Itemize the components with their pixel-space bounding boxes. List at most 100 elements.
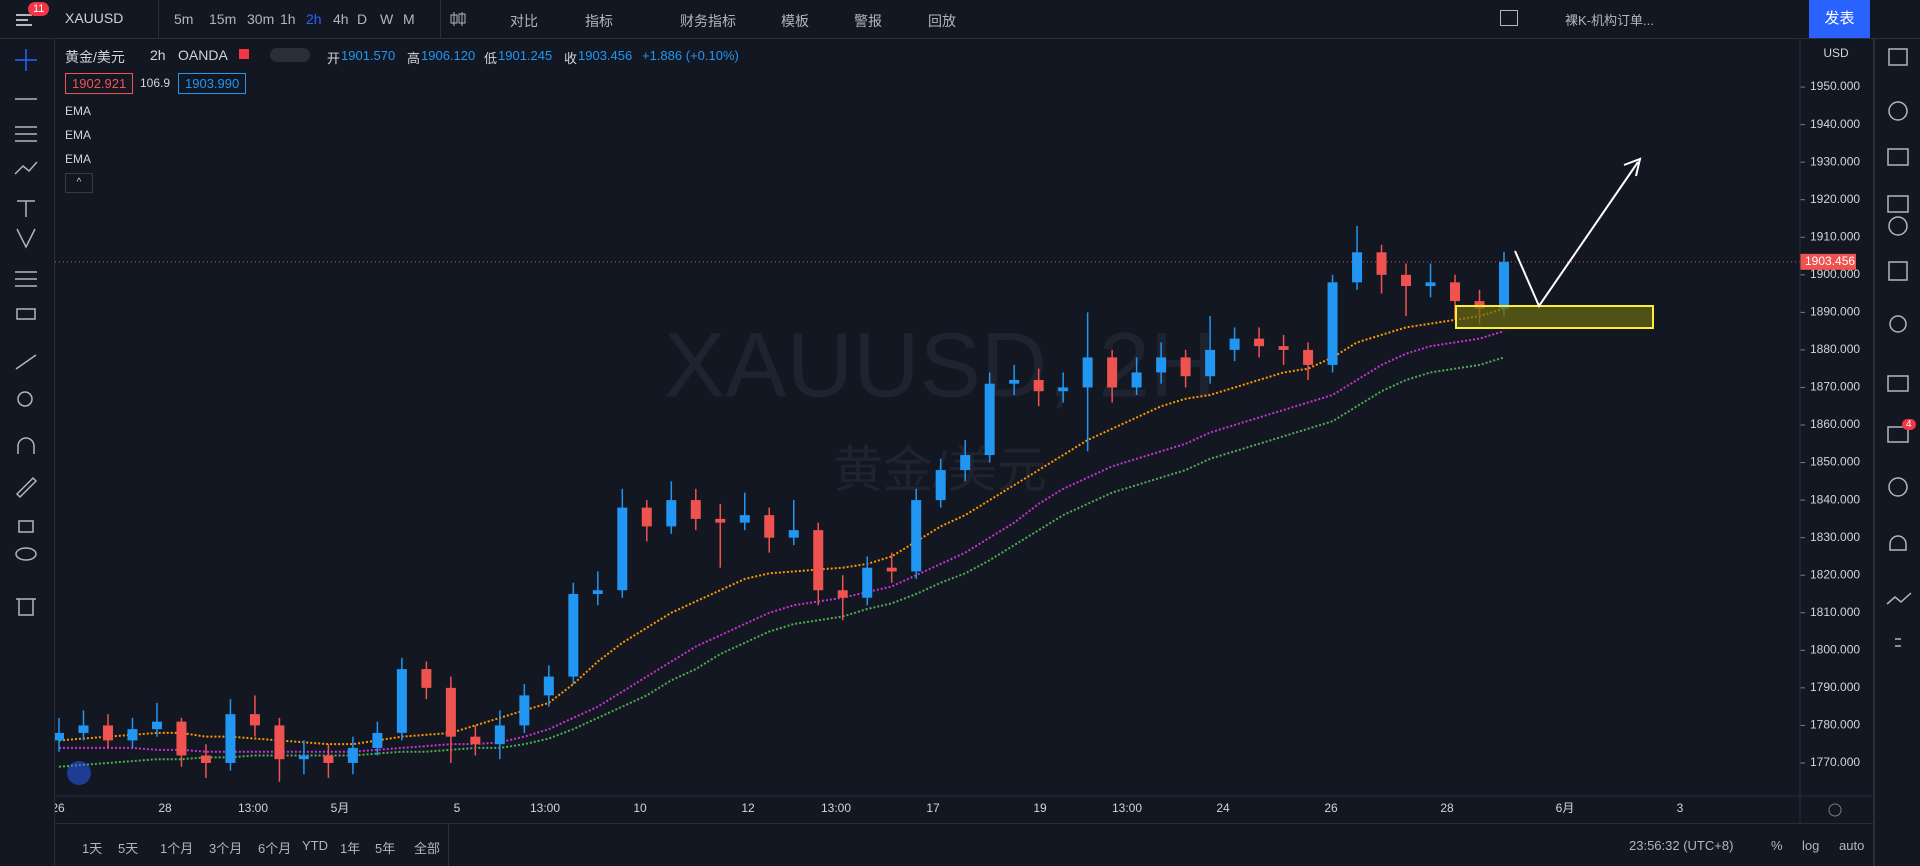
pattern-tool[interactable] (14, 161, 38, 175)
layout-name[interactable]: 裸K-机构订单... (1565, 13, 1654, 28)
x-tick-label: 5 (454, 801, 461, 815)
x-tick-label: 24 (1216, 801, 1230, 815)
symbol[interactable]: XAUUSD (65, 10, 124, 26)
projection-tool[interactable] (16, 228, 36, 249)
candle-body (225, 714, 236, 763)
toolbar-button[interactable]: 对比 (510, 13, 538, 29)
zoom-tool[interactable] (17, 391, 33, 407)
x-tick-label: 10 (633, 801, 647, 815)
menu-icon[interactable] (14, 10, 36, 30)
interval-button[interactable]: 4h (333, 11, 349, 27)
interval-button[interactable]: 1h (280, 11, 296, 27)
x-tick-label: 13:00 (821, 801, 851, 815)
news-icon[interactable] (1887, 148, 1909, 166)
interval-button[interactable]: 2h (306, 11, 322, 27)
toolbar-button[interactable]: 回放 (928, 13, 956, 29)
logo[interactable] (67, 761, 91, 785)
candle-body (127, 729, 138, 741)
separator (440, 0, 441, 38)
range-button[interactable]: YTD (302, 838, 328, 853)
toolbar-button[interactable]: 警报 (854, 13, 882, 29)
flag-icon[interactable] (239, 49, 249, 59)
magnet-tool[interactable] (17, 437, 35, 454)
scale-option[interactable]: log (1802, 838, 1820, 853)
trade-icon[interactable] (1886, 592, 1912, 605)
ideas-icon[interactable] (1889, 315, 1907, 333)
flag-tool[interactable] (16, 308, 36, 320)
range-button[interactable]: 6个月 (258, 841, 292, 856)
toolbar-button[interactable]: 财务指标 (680, 13, 736, 29)
interval-button[interactable]: D (357, 11, 368, 27)
text-tool[interactable] (17, 200, 35, 217)
messages-icon[interactable] (1887, 426, 1909, 443)
notification-icon[interactable] (1889, 535, 1907, 551)
candle-body (78, 725, 89, 733)
x-tick-label: 13:00 (1112, 801, 1142, 815)
hotlist-icon[interactable] (1888, 261, 1908, 281)
y-tick-label: 1890.000 (1810, 305, 1860, 319)
stream-icon[interactable] (1888, 477, 1908, 497)
interval-button[interactable]: 5m (174, 11, 194, 27)
range-button[interactable]: 1天 (82, 841, 103, 856)
publish-button[interactable]: 发表 (1809, 0, 1870, 38)
ohlc-value: 1903.456 (578, 48, 633, 63)
more-icon[interactable] (1895, 638, 1901, 647)
lock-tool[interactable] (18, 520, 34, 533)
candle-body (298, 755, 309, 760)
badge: 4 (1902, 419, 1916, 430)
chart-type-icon[interactable] (448, 9, 468, 29)
range-button[interactable]: 1个月 (160, 841, 194, 856)
alert-icon[interactable] (1888, 101, 1908, 121)
indicator-label[interactable]: EMA (65, 128, 92, 142)
candle-body (1278, 346, 1289, 350)
y-tick-label: 1900.000 (1810, 267, 1860, 281)
y-tick-label: 1860.000 (1810, 417, 1860, 431)
eye-tool[interactable] (15, 547, 37, 561)
watchlist-icon[interactable] (1888, 48, 1908, 66)
ask[interactable]: 1903.990 (178, 73, 247, 94)
candle-body (1107, 357, 1118, 388)
status-pill (270, 48, 310, 62)
indicator-label[interactable]: EMA (65, 152, 92, 166)
candle-body (960, 455, 971, 471)
range-button[interactable]: 3个月 (209, 841, 243, 856)
toolbar-button[interactable]: 指标 (585, 13, 613, 29)
fib-tool[interactable] (15, 126, 37, 142)
scale-option[interactable]: % (1771, 838, 1783, 853)
range-button[interactable]: 全部 (414, 841, 441, 856)
chart: XAUUSD, 2H 黄金/美元 1770.000 1780.000 1790.00… (55, 39, 1873, 823)
interval-button[interactable]: 30m (247, 11, 275, 27)
scale-option[interactable]: auto (1839, 838, 1865, 853)
candle-body (1058, 387, 1069, 392)
bid[interactable]: 1902.921 (65, 73, 134, 94)
interval-button[interactable]: M (403, 11, 415, 27)
chat-icon[interactable] (1887, 375, 1909, 392)
y-tick-label: 1930.000 (1810, 154, 1860, 168)
trash-tool[interactable] (16, 598, 36, 616)
settings-icon[interactable] (1828, 803, 1842, 817)
interval-button[interactable]: 15m (209, 11, 237, 27)
candle-body (862, 567, 873, 598)
layout-icon[interactable] (1500, 10, 1518, 26)
pencil-tool[interactable] (15, 476, 38, 499)
data-icon[interactable] (1888, 216, 1908, 236)
candle-body (151, 721, 162, 730)
legend-interval: 2h (150, 47, 166, 63)
measure-tool[interactable] (15, 271, 37, 287)
range-button[interactable]: 1年 (340, 841, 361, 856)
zone-box[interactable] (1455, 305, 1654, 329)
calendar-icon[interactable] (1887, 195, 1909, 213)
cross-tool[interactable] (15, 49, 37, 71)
range-button[interactable]: 5天 (118, 841, 139, 856)
ruler-tool[interactable] (15, 354, 37, 370)
currency: USD (1823, 46, 1849, 60)
range-button[interactable]: 5年 (375, 841, 396, 856)
collapse-button[interactable]: ^ (65, 173, 93, 193)
candle-body (911, 500, 922, 572)
x-tick-label: 19 (1033, 801, 1047, 815)
interval-button[interactable]: W (380, 11, 394, 27)
arrow-path[interactable] (1514, 161, 1639, 309)
indicator-label[interactable]: EMA (65, 104, 92, 118)
y-tick-label: 1770.000 (1810, 755, 1860, 769)
toolbar-button[interactable]: 模板 (781, 13, 809, 29)
